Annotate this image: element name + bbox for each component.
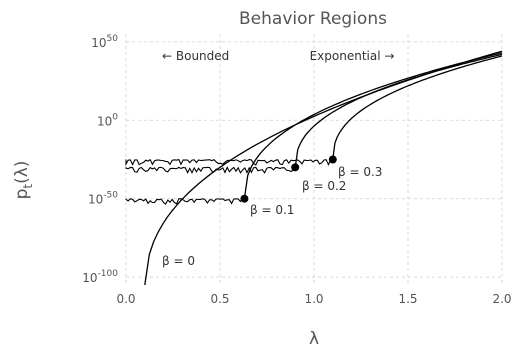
y-tick-label: 1050: [91, 34, 118, 50]
y-tick-label: 10-50: [88, 191, 118, 207]
region-label-exponential: Exponential →: [310, 49, 395, 63]
grid: [125, 34, 503, 285]
x-tick-label: 1.5: [398, 292, 417, 306]
x-tick-label: 0.0: [116, 292, 135, 306]
series-curve: [294, 53, 503, 168]
y-tick-label: 100: [97, 112, 118, 128]
y-axis-label: pt(λ): [12, 161, 35, 200]
series-label: β = 0.1: [250, 203, 294, 217]
x-axis-label: λ: [309, 329, 319, 349]
series-label: β = 0: [162, 254, 195, 268]
chart-title: Behavior Regions: [239, 9, 387, 29]
region-labels: ← Bounded Exponential →: [162, 49, 394, 63]
y-tick-labels: 1050 100 10-50 10-100: [82, 34, 118, 285]
y-tick-label: 10-100: [82, 269, 118, 285]
x-tick-label: 2.0: [492, 292, 511, 306]
series-bounded-segment: [125, 166, 296, 174]
x-tick-label: 0.5: [210, 292, 229, 306]
series-2: [125, 53, 503, 174]
series-label: β = 0.2: [302, 179, 346, 193]
series: [125, 50, 503, 286]
series-labels: β = 0 β = 0.1 β = 0.2β = 0.3: [162, 165, 382, 268]
transition-marker: [328, 155, 337, 164]
region-label-bounded: ← Bounded: [162, 49, 229, 63]
series-bounded-segment: [125, 158, 334, 167]
series-3: [125, 55, 503, 167]
series-1: [125, 52, 503, 205]
transition-marker: [291, 163, 300, 172]
series-label: β = 0.3: [338, 165, 382, 179]
series-curve: [332, 55, 503, 160]
series-curve: [243, 52, 503, 199]
transition-marker: [240, 194, 249, 203]
series-bounded-segment: [125, 198, 245, 205]
x-tick-label: 1.0: [304, 292, 323, 306]
x-tick-labels: 0.0 0.5 1.0 1.5 2.0: [116, 292, 511, 306]
